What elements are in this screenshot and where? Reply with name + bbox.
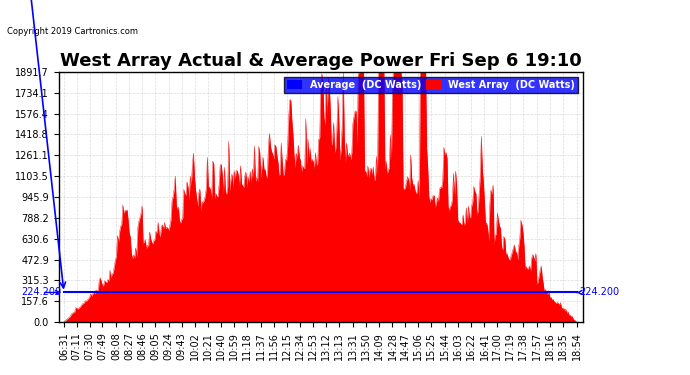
Title: West Array Actual & Average Power Fri Sep 6 19:10: West Array Actual & Average Power Fri Se…	[60, 52, 582, 70]
Legend: Average  (DC Watts), West Array  (DC Watts): Average (DC Watts), West Array (DC Watts…	[284, 77, 578, 93]
Text: 224.200: 224.200	[21, 288, 62, 297]
Text: Copyright 2019 Cartronics.com: Copyright 2019 Cartronics.com	[7, 27, 138, 36]
Text: 224.200: 224.200	[577, 288, 620, 297]
